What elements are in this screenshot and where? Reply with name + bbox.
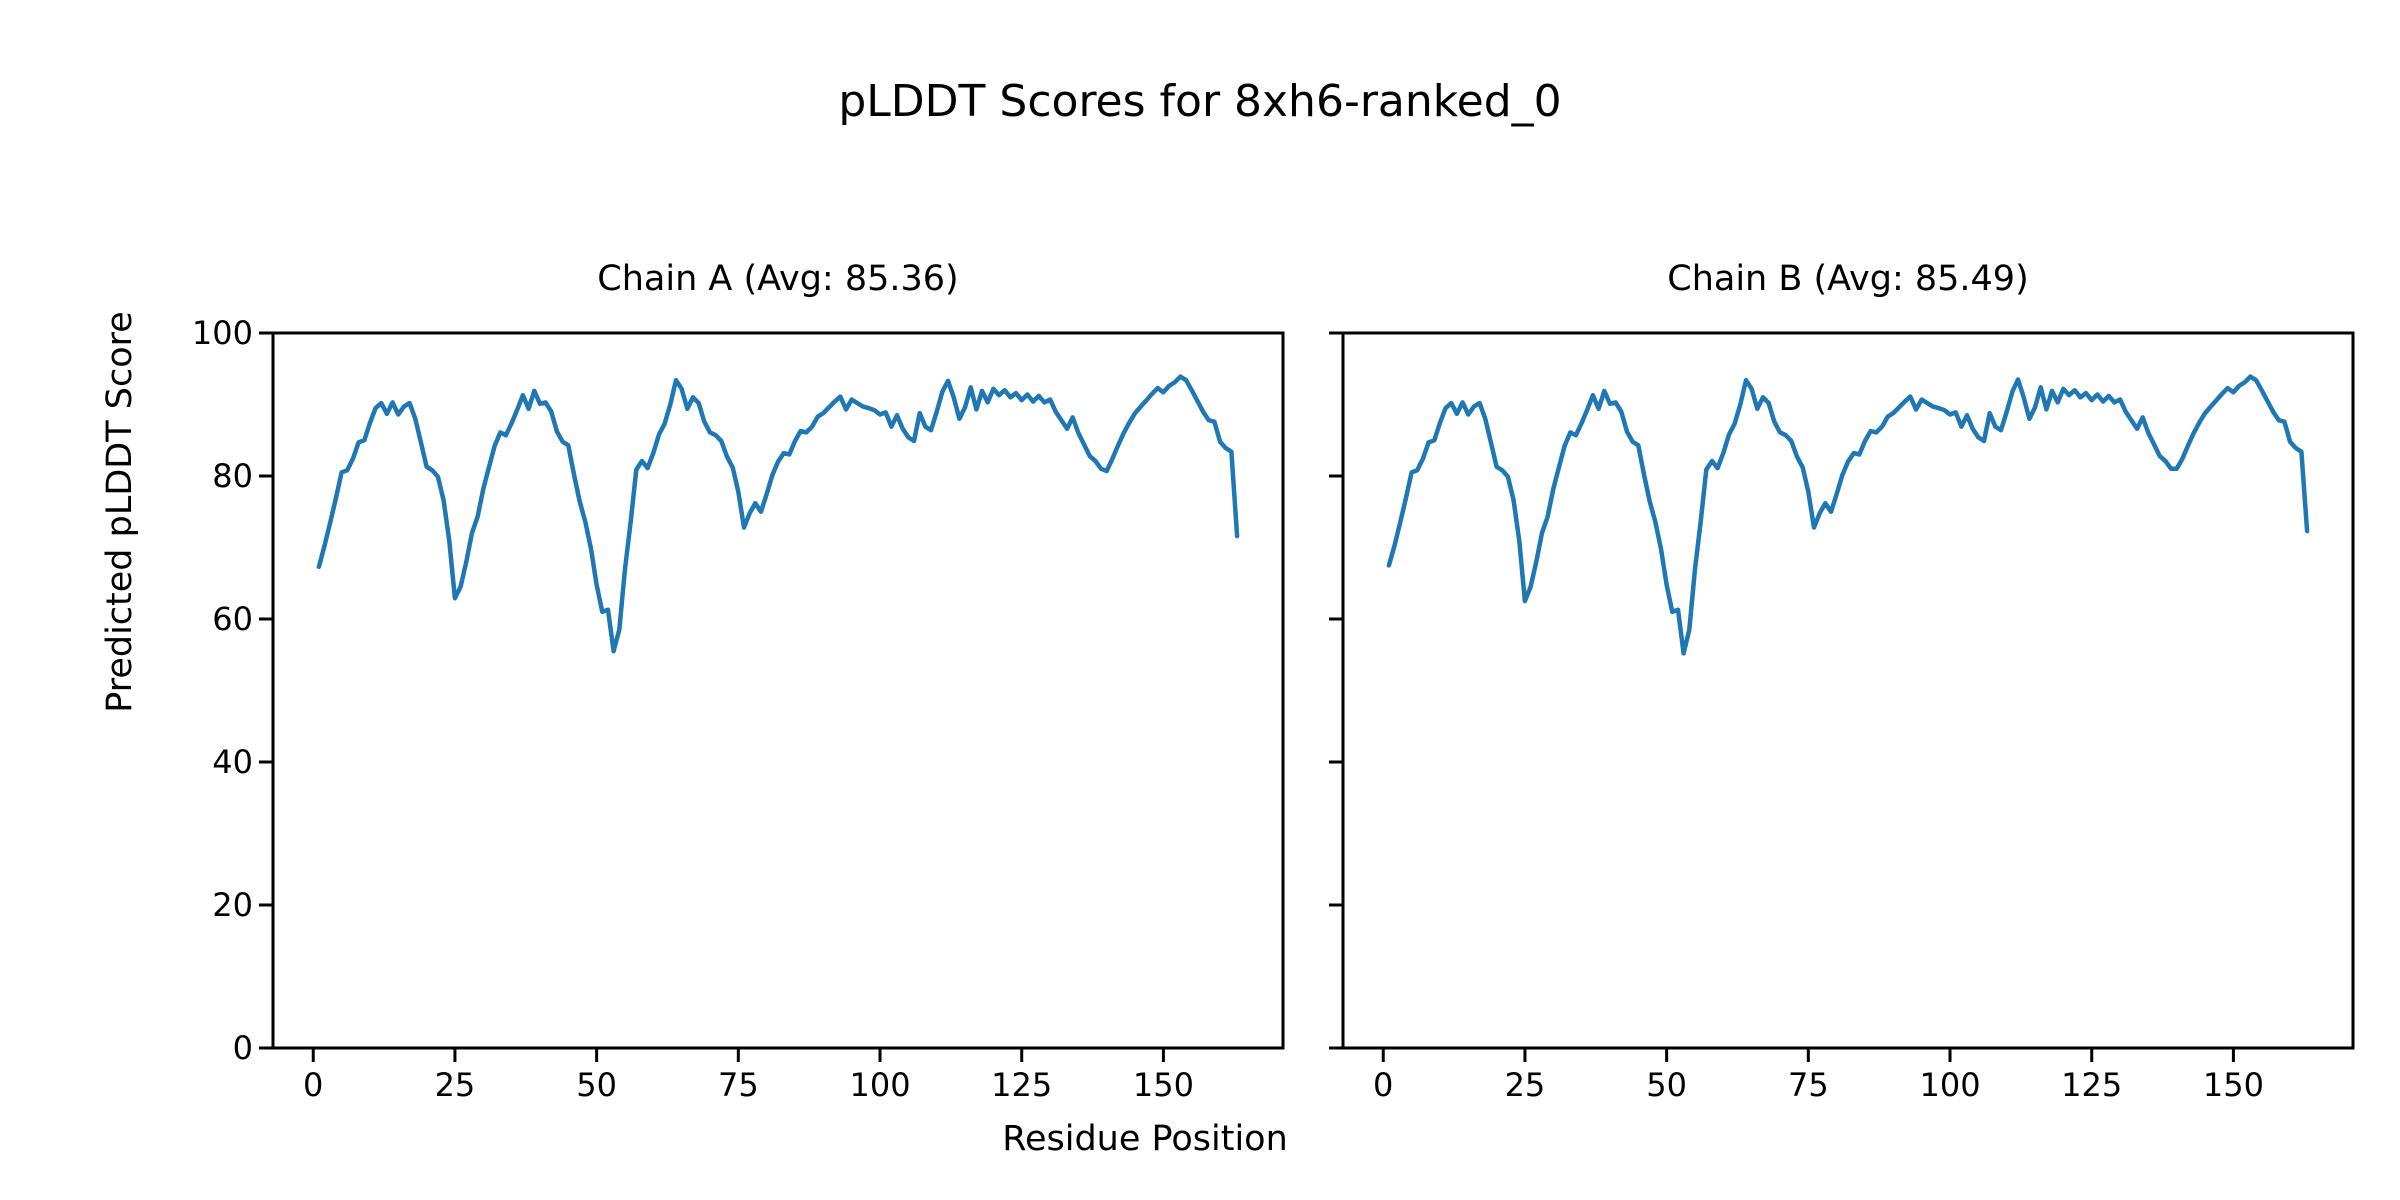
x-tick-label: 150 (2202, 1066, 2264, 1104)
y-tick-label: 20 (212, 886, 253, 924)
x-tick-label: 75 (717, 1066, 759, 1104)
x-tick-label: 0 (303, 1066, 324, 1104)
x-tick-label: 50 (1646, 1066, 1687, 1104)
y-tick-label: 80 (212, 457, 253, 495)
x-tick-label: 125 (2061, 1066, 2123, 1104)
x-tick-label: 50 (576, 1066, 617, 1104)
x-tick-label: 125 (991, 1066, 1053, 1104)
chain-a-line-chart (259, 331, 1285, 1062)
x-tick-label: 150 (1132, 1066, 1194, 1104)
x-tick-label: 25 (434, 1066, 476, 1104)
chain-a-plot: 0 25 50 75 100 125 150 0 20 40 60 80 100 (192, 316, 1285, 1102)
x-tick-label: 100 (849, 1066, 911, 1104)
y-axis-label: Predicted pLDDT Score (100, 311, 140, 713)
x-axis-label: Residue Position (1002, 1119, 1288, 1159)
x-tick-label: 75 (1787, 1066, 1829, 1104)
x-tick-label: 0 (1373, 1066, 1394, 1104)
x-tick-label: 100 (1919, 1066, 1981, 1104)
axes-frame (271, 331, 1285, 1050)
plddt-line (316, 374, 1240, 654)
chain-b-plot: 0 25 50 75 100 125 150 (1329, 331, 2355, 1102)
y-tick-label: 60 (212, 600, 253, 638)
plddt-line (1386, 374, 2310, 656)
x-tick-label: 25 (1504, 1066, 1546, 1104)
y-tick-label: 40 (212, 743, 253, 781)
figure-title: pLDDT Scores for 8xh6-ranked_0 (838, 76, 1562, 127)
chain-b-line-chart (1329, 331, 2355, 1062)
y-tick-label: 100 (191, 314, 253, 352)
axes-frame (1341, 331, 2355, 1050)
chain-b-title: Chain B (Avg: 85.49) (1667, 259, 2029, 299)
y-tick-label: 0 (232, 1029, 253, 1067)
chain-a-title: Chain A (Avg: 85.36) (597, 259, 959, 299)
